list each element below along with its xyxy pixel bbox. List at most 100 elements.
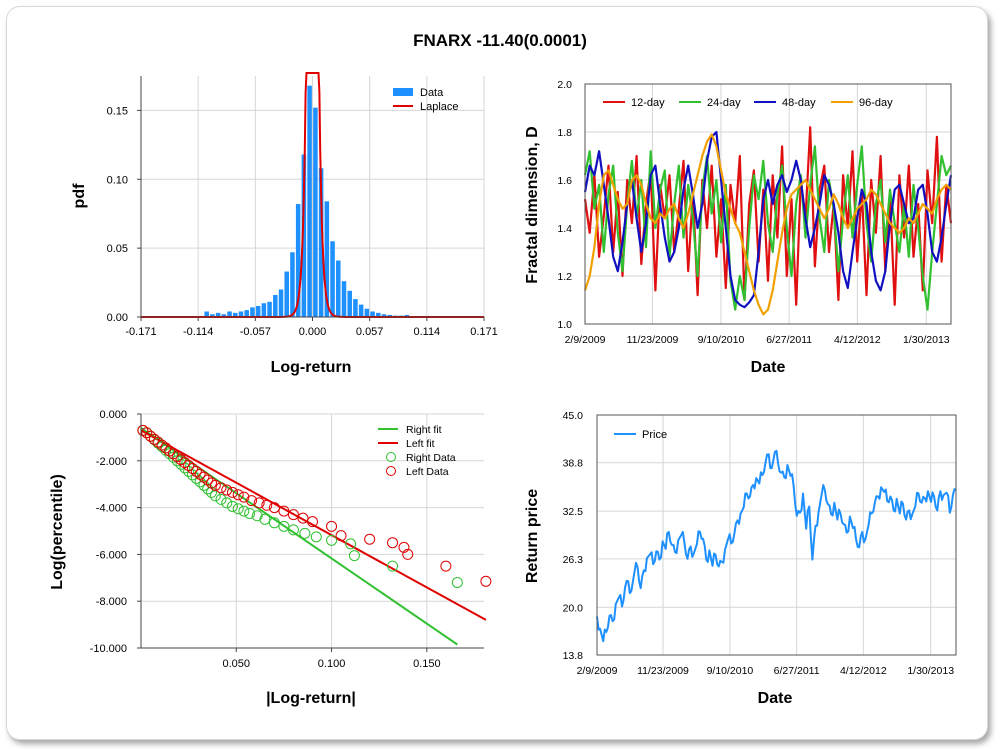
- tail-y-tick-label: -6.000: [96, 549, 127, 561]
- fractal-y-tick-label: 1.2: [557, 271, 572, 283]
- price-y-tick-label: 32.5: [563, 506, 584, 518]
- histogram-x-tick-label: -0.114: [183, 326, 213, 338]
- tail-data-point: [348, 550, 360, 562]
- fractal-y-tick-label: 1.4: [557, 223, 572, 235]
- tail-data-point: [167, 448, 179, 460]
- histogram-y-tick-label: 0.00: [107, 312, 128, 324]
- histogram-bar: [204, 311, 209, 317]
- tail-data-point: [206, 486, 218, 498]
- histogram-bar: [261, 303, 267, 317]
- fractal-legend-label: 48-day: [782, 97, 816, 109]
- tail-legend-label: Right Data: [406, 452, 456, 464]
- histogram-x-tick-label: 0.057: [356, 326, 384, 338]
- tail-data-point: [198, 479, 210, 491]
- tail-data-point: [251, 510, 263, 522]
- tail-data-point: [190, 472, 202, 484]
- histogram-bar: [301, 154, 307, 317]
- histogram-y-axis-label: pdf: [71, 183, 88, 209]
- tail-data-point: [226, 486, 238, 498]
- histogram-x-tick-label: 0.171: [470, 326, 498, 338]
- tail-data-point: [238, 491, 250, 503]
- tail-data-point: [141, 427, 153, 439]
- fractal-x-tick-label: 9/10/2010: [698, 334, 745, 346]
- histogram-legend-label-data: Data: [420, 87, 444, 99]
- price-y-tick-label: 26.3: [563, 554, 584, 566]
- histogram-bar: [330, 241, 335, 317]
- price-y-tick-label: 13.8: [563, 650, 584, 662]
- tail-data-point: [215, 482, 227, 494]
- tail-data-point: [221, 484, 233, 496]
- tail-data-point: [451, 576, 463, 588]
- histogram-x-tick-label: -0.057: [240, 326, 271, 338]
- tail-data-point: [278, 505, 290, 517]
- tail-data-point: [259, 513, 271, 525]
- histogram-x-tick-label: 0.114: [413, 326, 440, 338]
- fractal-series-24-day: [583, 145, 952, 311]
- histogram-bar: [273, 294, 278, 317]
- histogram-bar: [370, 311, 375, 317]
- histogram-legend-label-laplace: Laplace: [420, 101, 459, 113]
- tail-data-point: [171, 451, 183, 463]
- tail-data-point: [221, 497, 233, 509]
- tail-y-axis-label: Log(percentile): [49, 474, 66, 590]
- tail-data-point: [179, 457, 191, 469]
- fractal-x-axis-label: Date: [751, 359, 786, 376]
- tail-data-point: [345, 538, 357, 550]
- histogram-bar: [307, 85, 312, 317]
- fractal-legend-label: 96-day: [859, 97, 893, 109]
- histogram-bar: [358, 304, 364, 317]
- histogram-bar: [267, 301, 272, 317]
- fractal-x-tick-label: 6/27/2011: [766, 334, 812, 346]
- tail-data-point: [398, 541, 410, 553]
- histogram-bar: [238, 311, 244, 317]
- price-x-tick-label: 2/9/2009: [577, 665, 618, 677]
- tail-x-tick-label: 0.100: [318, 658, 346, 670]
- fractal-plot-border: [584, 83, 952, 325]
- tail-data-point: [287, 524, 299, 536]
- tail-legend-swatch: [386, 452, 396, 462]
- tail-data-point: [244, 507, 256, 519]
- tail-data-point: [226, 500, 238, 512]
- histogram-bar: [318, 168, 324, 317]
- tail-y-tick-label: 0.000: [99, 409, 127, 421]
- fractal-y-axis-label: Fractal dimension, D: [524, 126, 541, 283]
- tail-data-point: [326, 520, 338, 532]
- histogram-bar: [227, 311, 232, 317]
- tail-legend-label: Right fit: [406, 424, 442, 436]
- tail-y-tick-label: -8.000: [96, 596, 127, 608]
- tail-data-point: [238, 505, 250, 517]
- tail-fit-line: [140, 429, 487, 621]
- tail-data-point: [209, 479, 221, 491]
- tail-data-point: [152, 436, 164, 448]
- tail-data-point: [299, 527, 311, 539]
- tail-data-point: [232, 489, 244, 501]
- fractal-legend-label: 24-day: [707, 97, 741, 109]
- tail-data-point: [209, 490, 221, 502]
- histogram-bar: [278, 289, 284, 317]
- tail-data-point: [287, 509, 299, 521]
- tail-data-point: [268, 502, 280, 514]
- price-x-tick-label: 9/10/2010: [707, 665, 754, 677]
- histogram-bar: [376, 312, 381, 317]
- tail-data-point: [326, 534, 338, 546]
- fractal-y-tick-label: 1.8: [557, 127, 572, 139]
- tail-data-point: [402, 548, 414, 560]
- histogram-x-axis-label: Log-return: [271, 359, 352, 376]
- fractal-y-tick-label: 2.0: [557, 79, 572, 91]
- tail-data-point: [278, 520, 290, 532]
- tail-data-point: [145, 430, 157, 442]
- tail-data-point: [440, 560, 452, 572]
- tail-data-point: [387, 537, 399, 549]
- fractal-series-96-day: [583, 133, 952, 316]
- fractal-y-tick-label: 1.6: [557, 175, 572, 187]
- histogram-bar: [210, 314, 215, 317]
- tail-data-point: [167, 451, 179, 463]
- price-y-tick-label: 20.0: [563, 602, 584, 614]
- tail-x-axis-label: |Log-return|: [266, 690, 356, 707]
- tail-data-point: [183, 459, 195, 471]
- tail-data-point: [164, 445, 176, 457]
- histogram-bar: [364, 308, 370, 317]
- tail-data-point: [261, 499, 273, 511]
- price-y-tick-label: 45.0: [563, 410, 584, 422]
